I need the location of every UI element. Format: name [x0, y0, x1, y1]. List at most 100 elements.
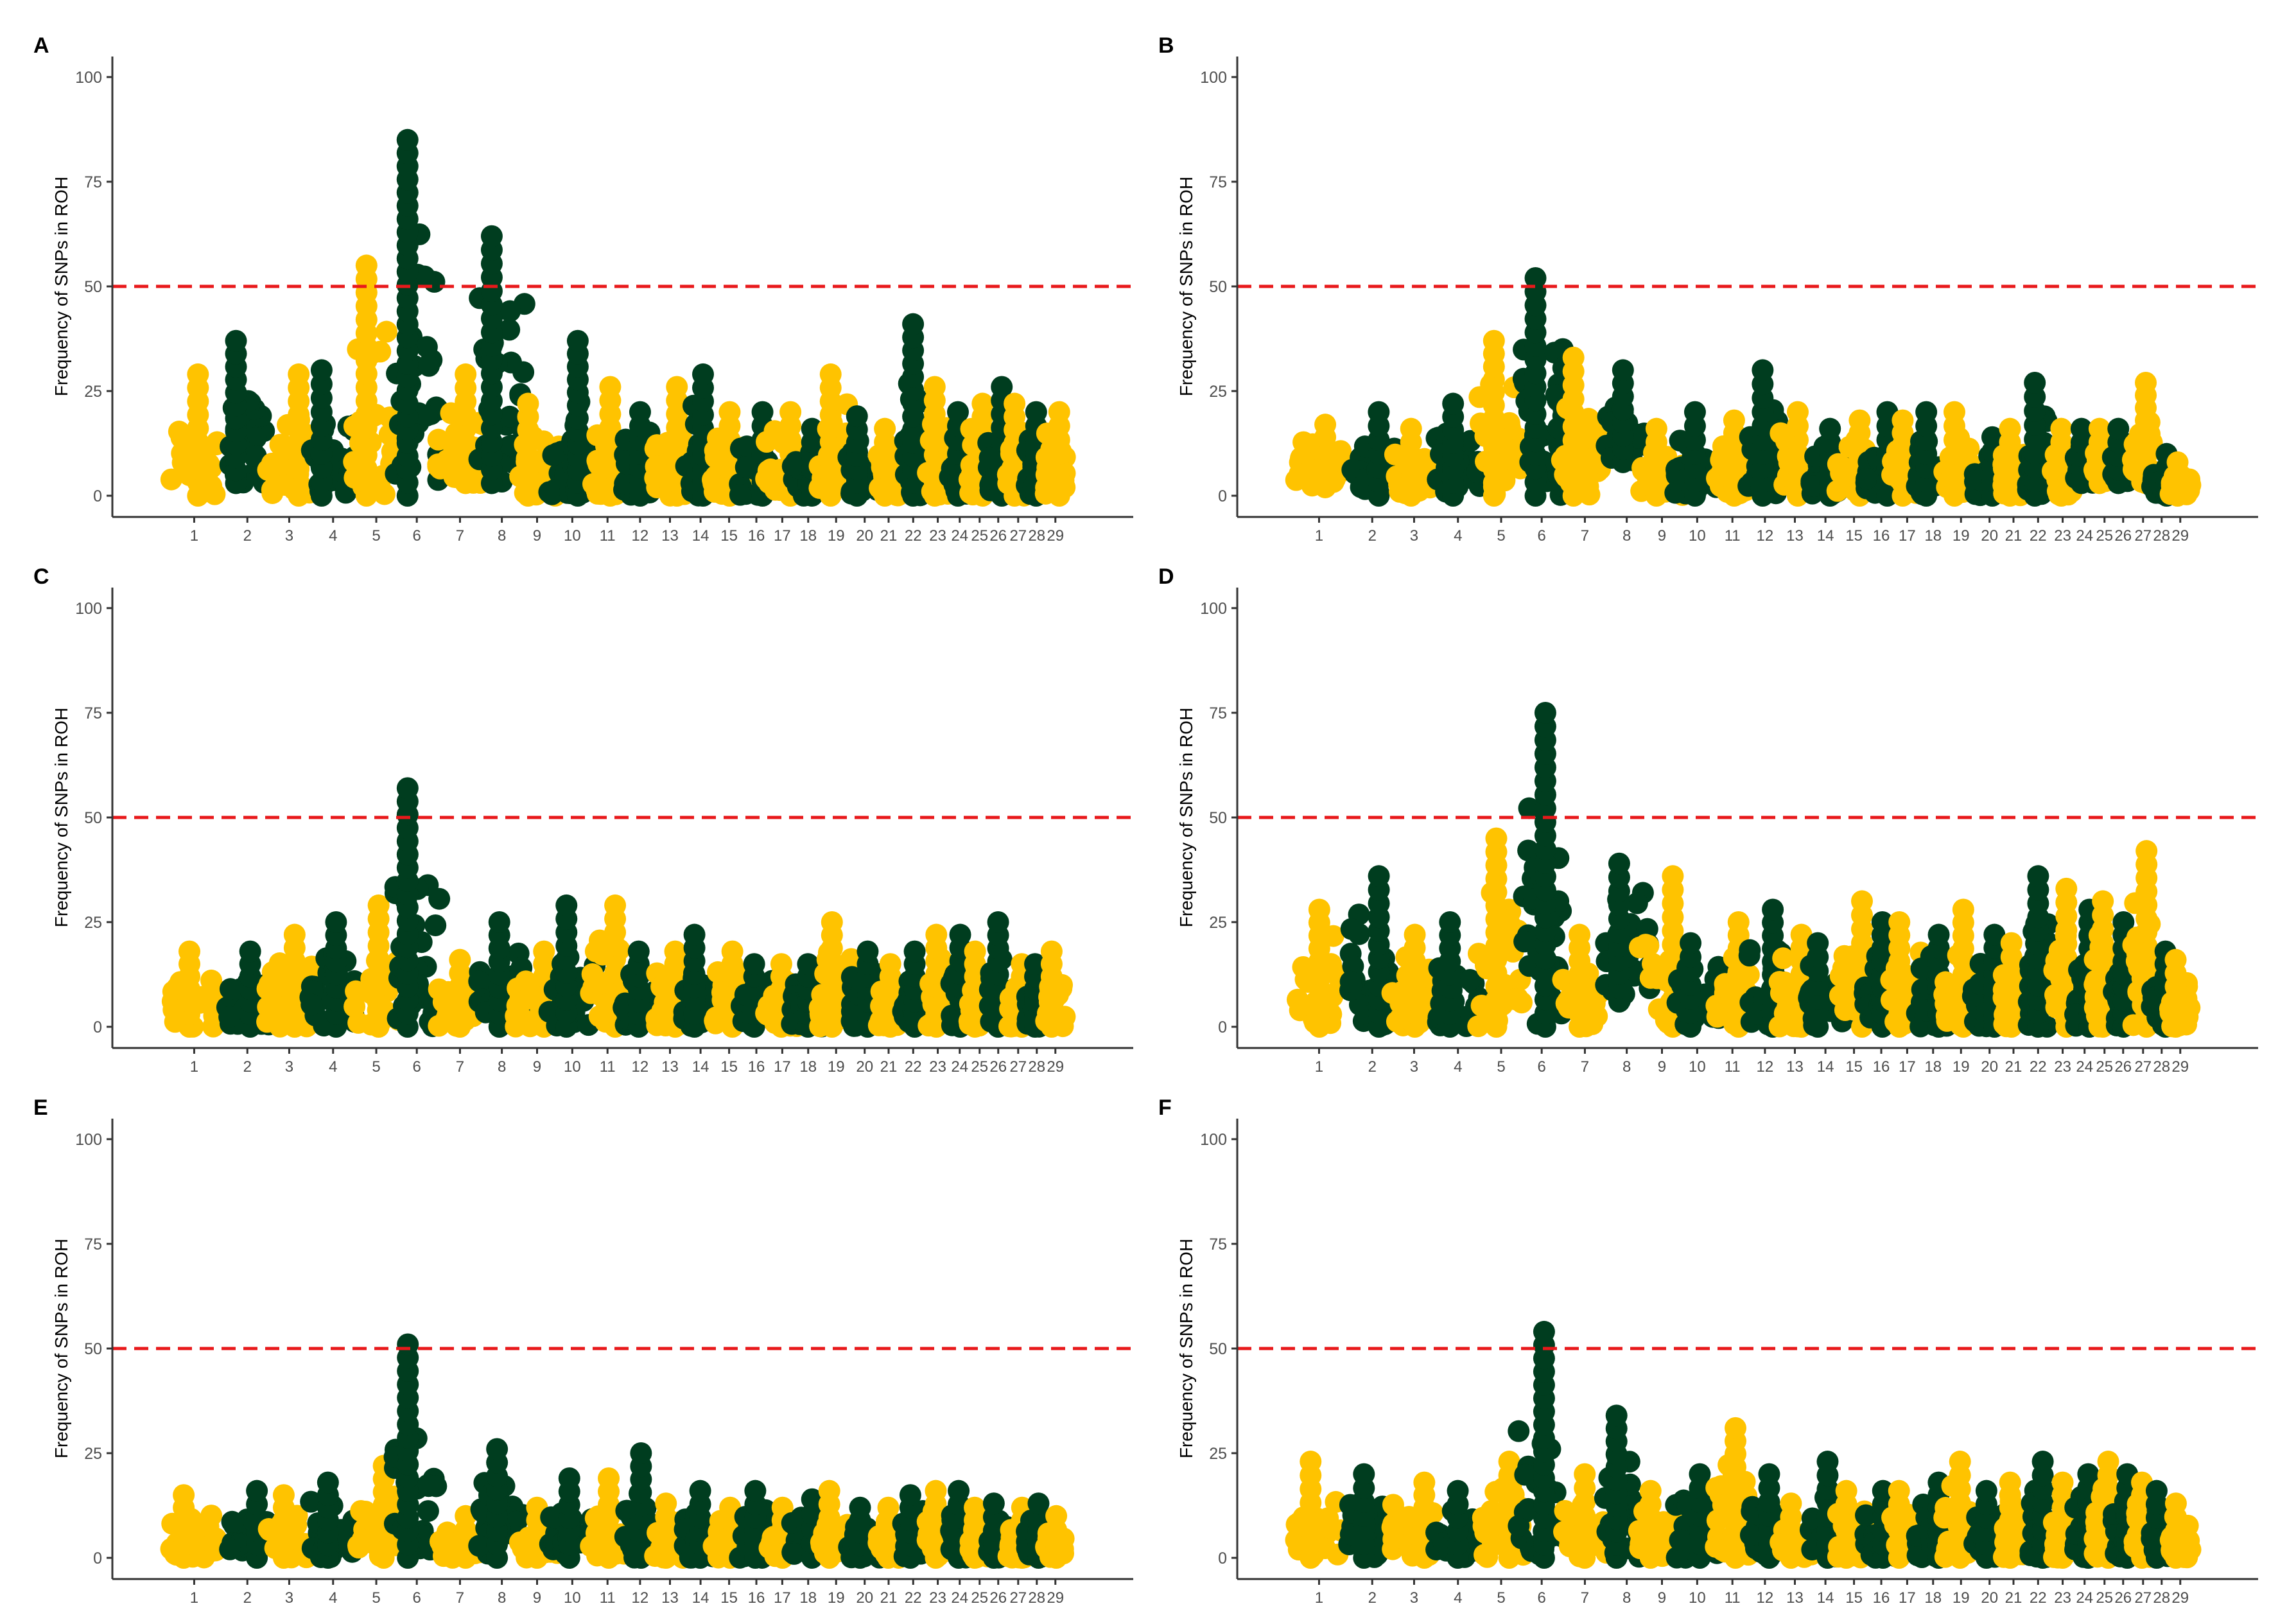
x-tick-label: 19	[1952, 527, 1970, 545]
data-point	[1832, 456, 1854, 478]
data-point	[288, 363, 310, 385]
data-point	[1612, 359, 1634, 381]
chromosome-points-6	[384, 777, 451, 1038]
data-point	[949, 923, 971, 946]
x-tick-label: 11	[1725, 1058, 1741, 1076]
x-tick-label: 8	[1622, 1058, 1631, 1076]
x-tick-label: 25	[971, 1058, 988, 1076]
data-point	[704, 1012, 727, 1034]
data-point	[514, 970, 537, 993]
data-point	[300, 993, 323, 1016]
x-tick-label: 22	[2030, 527, 2047, 545]
x-tick-label: 9	[1658, 1058, 1666, 1076]
x-tick-label: 2	[243, 1058, 252, 1076]
data-point	[225, 329, 247, 352]
data-point	[1999, 417, 2021, 440]
data-point	[598, 1467, 620, 1490]
data-point	[347, 1534, 369, 1557]
x-tick-label: 7	[456, 527, 464, 545]
y-tick-label: 75	[84, 173, 102, 191]
data-point	[1662, 865, 1684, 887]
data-point	[498, 405, 521, 428]
x-tick-label: 11	[1725, 527, 1741, 545]
y-tick-label: 25	[1209, 383, 1227, 401]
y-tick-label: 50	[1209, 809, 1227, 827]
x-tick-label: 22	[905, 527, 922, 545]
x-tick-label: 26	[989, 1058, 1007, 1076]
y-axis-label: Frequency of SNPs in ROH	[51, 177, 71, 396]
data-point	[879, 953, 901, 975]
data-point	[819, 363, 842, 385]
x-tick-label: 23	[2054, 527, 2071, 545]
data-point	[783, 454, 805, 476]
x-tick-label: 29	[2171, 527, 2189, 545]
data-point	[355, 254, 378, 277]
data-point	[2024, 371, 2046, 394]
data-point	[857, 940, 879, 963]
data-point	[1927, 923, 1950, 946]
data-point	[1562, 346, 1585, 369]
data-point	[1645, 417, 1667, 440]
x-tick-label: 7	[1581, 527, 1589, 545]
chromosome-points-1	[160, 1484, 227, 1569]
x-tick-label: 21	[2005, 1058, 2022, 1076]
x-tick-label: 14	[1817, 1058, 1834, 1076]
y-axis-label: Frequency of SNPs in ROH	[51, 1239, 71, 1458]
data-points	[160, 128, 1076, 507]
data-point	[797, 953, 819, 975]
x-tick-label: 10	[564, 527, 581, 545]
x-tick-label: 18	[799, 527, 817, 545]
x-tick-label: 24	[2076, 1058, 2093, 1076]
x-tick-label: 19	[1952, 1058, 1970, 1076]
data-point	[1040, 940, 1063, 963]
x-tick-label: 10	[564, 1058, 581, 1076]
data-point	[718, 401, 741, 423]
data-point	[743, 953, 765, 975]
data-point	[488, 911, 510, 933]
chromosome-points-1	[1287, 898, 1352, 1038]
data-point	[1339, 970, 1362, 993]
data-point	[417, 1500, 439, 1523]
chromosome-points-5	[1468, 329, 1533, 507]
x-tick-label: 10	[1689, 527, 1706, 545]
data-point	[770, 953, 792, 975]
data-point	[2107, 417, 2130, 440]
data-point	[200, 1505, 223, 1527]
x-tick-label: 14	[692, 1058, 709, 1076]
data-point	[1578, 484, 1601, 506]
data-point	[664, 940, 686, 963]
data-point	[946, 401, 969, 423]
x-tick-label: 16	[748, 1058, 765, 1076]
x-tick-label: 2	[1368, 527, 1377, 545]
y-tick-label: 0	[93, 487, 102, 505]
data-point	[413, 265, 436, 288]
data-point	[397, 1333, 419, 1356]
x-tick-label: 1	[190, 1058, 198, 1076]
data-point	[246, 1480, 268, 1502]
panel-label: E	[33, 1096, 48, 1120]
data-point	[1483, 329, 1505, 352]
y-tick-label: 100	[1200, 69, 1227, 87]
x-tick-label: 28	[2153, 1058, 2170, 1076]
data-point	[1786, 401, 1809, 423]
data-point	[666, 376, 688, 398]
data-point	[1292, 431, 1315, 453]
y-tick-label: 50	[84, 809, 102, 827]
data-point	[428, 887, 451, 910]
x-tick-label: 13	[661, 527, 679, 545]
data-point	[468, 970, 491, 993]
x-tick-label: 15	[720, 1058, 738, 1076]
data-point	[260, 982, 283, 1004]
data-point	[1727, 911, 1750, 933]
data-point	[204, 978, 226, 1000]
data-point	[367, 894, 390, 916]
x-tick-label: 13	[661, 1058, 679, 1076]
x-tick-label: 19	[828, 527, 845, 545]
y-tick-label: 100	[1200, 600, 1227, 618]
panel-label: B	[1158, 33, 1174, 58]
y-tick-label: 100	[75, 600, 102, 618]
x-tick-label: 19	[828, 1058, 845, 1076]
data-point	[1485, 827, 1508, 850]
